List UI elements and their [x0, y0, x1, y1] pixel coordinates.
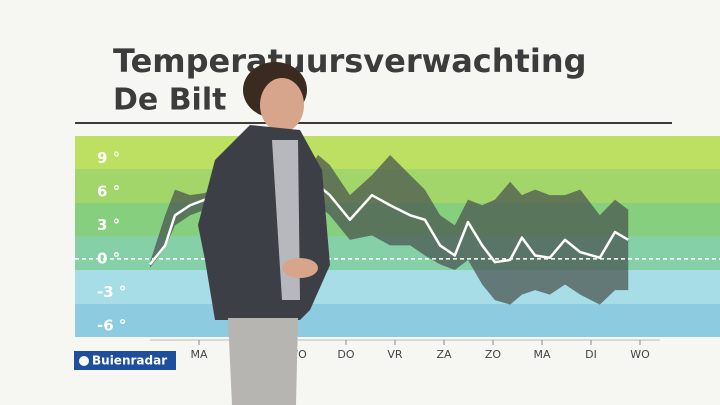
y-tick-label: 0 °	[97, 249, 120, 267]
x-tick-label: MA	[190, 348, 207, 361]
brand-logo	[74, 351, 176, 370]
x-tick-label: VR	[387, 348, 403, 361]
x-tick-label: ZA	[436, 348, 452, 361]
chart-title: Temperatuursverwachting	[113, 42, 587, 80]
x-tick-label: MA	[533, 348, 550, 361]
presenter	[198, 62, 330, 405]
x-tick-label: DO	[337, 348, 354, 361]
brand-name: Buienradar	[92, 354, 167, 368]
presenter-trousers	[228, 318, 298, 405]
y-tick-label: -3 °	[97, 283, 126, 301]
y-tick-label: 9 °	[97, 149, 120, 167]
brand-icon	[79, 356, 89, 366]
presenter-hands	[282, 258, 318, 278]
band	[75, 304, 720, 337]
chart-subtitle: De Bilt	[113, 83, 226, 118]
x-tick-label: WO	[630, 348, 650, 361]
y-tick-label: 3 °	[97, 216, 120, 234]
y-tick-label: -6 °	[97, 316, 126, 334]
x-tick-label: DI	[585, 348, 597, 361]
x-tick-label: ZO	[485, 348, 502, 361]
y-tick-label: 6 °	[97, 182, 120, 200]
presenter-face	[260, 78, 304, 132]
